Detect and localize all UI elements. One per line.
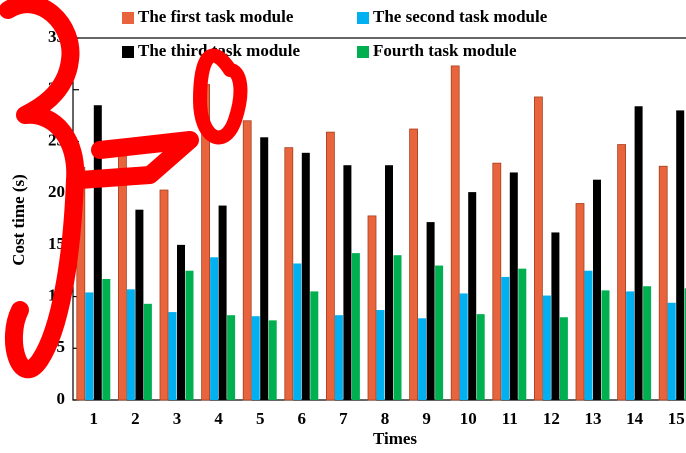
bar (177, 244, 185, 400)
legend-swatch (122, 12, 134, 24)
bar (575, 203, 585, 401)
x-tick-label: 4 (214, 409, 223, 428)
bar (260, 137, 269, 400)
bar (102, 278, 111, 400)
bar (135, 209, 144, 400)
bar (492, 162, 502, 401)
x-tick-label: 3 (173, 409, 182, 428)
legend-swatch (122, 46, 134, 58)
bar (210, 257, 219, 400)
x-tick-label: 2 (131, 409, 140, 428)
legend-label: Fourth task module (373, 41, 517, 60)
bar (542, 295, 551, 400)
bar (242, 120, 252, 401)
bar (684, 288, 686, 400)
legend-label: The first task module (138, 7, 294, 26)
bar (118, 150, 127, 401)
x-axis-label: Times (373, 429, 417, 448)
y-tick-label: 20 (48, 182, 65, 201)
bar (601, 290, 610, 400)
bar (476, 314, 485, 400)
bar (459, 293, 468, 400)
legend-label: The second task module (373, 7, 548, 26)
bar (367, 215, 377, 401)
x-tick-label: 9 (422, 409, 431, 428)
x-tick-label: 5 (256, 409, 265, 428)
x-tick-label: 13 (585, 409, 602, 428)
y-tick-label: 0 (57, 389, 66, 408)
x-tick-label: 1 (90, 409, 99, 428)
bar (93, 105, 102, 400)
x-tick-label: 11 (502, 409, 518, 428)
bar (293, 263, 302, 400)
bar (559, 317, 568, 400)
legend-swatch (357, 46, 369, 58)
bar (658, 165, 668, 401)
x-tick-label: 12 (543, 409, 560, 428)
bar (284, 147, 294, 401)
x-tick-label: 7 (339, 409, 348, 428)
bar (325, 131, 335, 401)
bar (518, 268, 527, 400)
bar (143, 303, 152, 400)
y-axis-label: Cost time (s) (9, 174, 28, 266)
bar (376, 310, 385, 400)
bar (301, 152, 310, 400)
bar (85, 292, 94, 400)
bar (268, 320, 277, 400)
bar (450, 65, 460, 401)
bar (501, 276, 510, 400)
bar (351, 253, 360, 400)
bar (634, 106, 643, 401)
bar (418, 318, 427, 400)
bar (159, 189, 169, 401)
bar (643, 286, 652, 400)
bar (385, 165, 393, 400)
bar (251, 316, 260, 400)
bar (126, 289, 135, 400)
bar (435, 265, 444, 400)
bar (218, 205, 227, 400)
bar (509, 172, 518, 400)
bar (584, 270, 593, 400)
bar (667, 302, 676, 400)
x-tick-label: 15 (668, 409, 685, 428)
bar (393, 255, 402, 400)
x-tick-label: 6 (298, 409, 307, 428)
bar (334, 315, 343, 400)
x-tick-label: 10 (460, 409, 477, 428)
bar (310, 291, 319, 400)
bar (168, 312, 177, 400)
x-tick-label: 14 (626, 409, 644, 428)
bar (617, 144, 626, 401)
legend-swatch (357, 12, 369, 24)
bar (551, 232, 560, 400)
bar (426, 222, 435, 400)
scribble (71, 131, 199, 189)
bar (534, 96, 543, 401)
bar (185, 270, 194, 400)
bar (409, 128, 419, 401)
bar (676, 110, 685, 401)
bar (626, 291, 635, 400)
scribble (192, 48, 248, 145)
bar (468, 192, 477, 400)
scribble (0, 0, 85, 379)
x-tick-label: 8 (381, 409, 390, 428)
bar (343, 165, 352, 400)
bar (227, 315, 236, 400)
y-tick-label: 15 (48, 234, 65, 253)
bar (593, 179, 601, 400)
y-tick-label: 5 (57, 337, 66, 356)
